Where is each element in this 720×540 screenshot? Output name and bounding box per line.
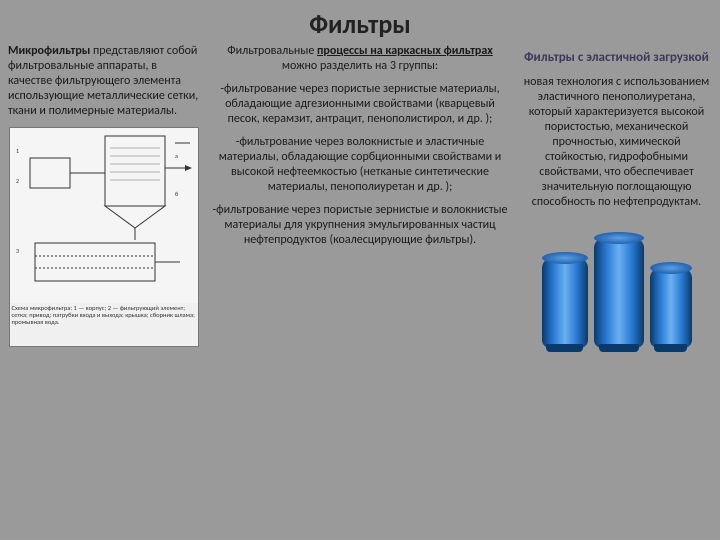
center-column: Фильтровальные процессы на каркасных фил…	[205, 44, 515, 540]
center-item-3: -фильтрование через пористые зернистые и…	[211, 203, 509, 248]
center-head-p2: можно разделить на 3 группы:	[282, 59, 438, 73]
svg-text:3: 3	[16, 247, 19, 255]
svg-text:б: б	[175, 190, 178, 198]
svg-text:1: 1	[16, 147, 19, 155]
filter-cylinder-2	[594, 238, 644, 348]
center-head-p1: Фильтровальные	[227, 44, 317, 58]
left-intro: Микрофильтры представляют собой фильтров…	[8, 44, 199, 119]
center-head-bold: процессы на каркасных фильтрах	[317, 44, 493, 58]
filter-photo	[532, 218, 702, 358]
right-body: новая технология с использованием эласти…	[521, 75, 712, 210]
page-title: Фильтры	[0, 0, 720, 44]
left-intro-bold: Микрофильтры	[8, 44, 90, 58]
right-column: Фильтры с эластичной загрузкой новая тех…	[515, 44, 720, 540]
svg-text:а: а	[175, 152, 178, 160]
filter-cylinder-1	[542, 258, 588, 348]
center-heading: Фильтровальные процессы на каркасных фил…	[211, 44, 509, 74]
svg-text:2: 2	[16, 177, 19, 185]
diagram-caption: Схема микрофильтра: 1 — корпус; 2 — филь…	[10, 303, 198, 326]
filter-cylinder-3	[650, 268, 692, 348]
left-column: Микрофильтры представляют собой фильтров…	[0, 44, 205, 540]
right-heading: Фильтры с эластичной загрузкой	[521, 50, 712, 65]
center-item-1: -фильтрование через пористые зернистые м…	[211, 82, 509, 127]
center-item-2: -фильтрование через волокнистые и эласти…	[211, 135, 509, 195]
columns-container: Микрофильтры представляют собой фильтров…	[0, 44, 720, 540]
microfilter-diagram: 1 2 3 а б Схема микрофильтра: 1 — корпус…	[9, 127, 199, 347]
